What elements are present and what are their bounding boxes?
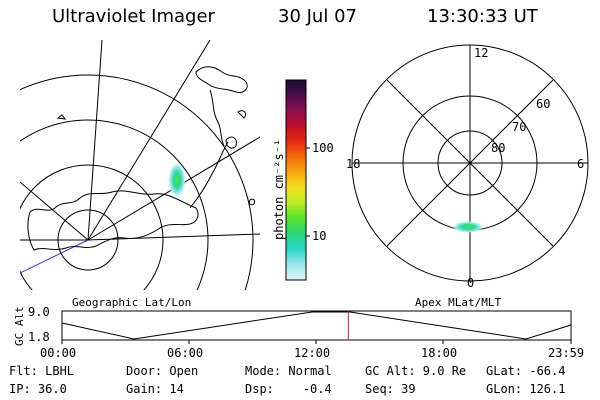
timeline-xtick-0600: 06:00: [167, 346, 204, 360]
timeline-xtick-2359: 23:59: [548, 346, 585, 360]
info-filter: Flt: LBHL: [9, 364, 75, 378]
info-gain: Gain: 14: [126, 382, 184, 396]
info-ip: IP: 36.0: [9, 382, 67, 396]
mlt-label-0: 0: [467, 276, 475, 290]
mlt-label-18: 18: [346, 157, 361, 171]
timeline-plot: [61, 310, 572, 344]
date-label: 30 Jul 07: [278, 6, 357, 27]
mlt-label-6: 6: [577, 157, 585, 171]
mlat-label-60: 60: [536, 97, 551, 111]
info-door: Door: Open: [126, 364, 199, 378]
apex-caption: Apex MLat/MLT: [415, 296, 502, 309]
instrument-title: Ultraviolet Imager: [52, 6, 215, 27]
time-label: 13:30:33 UT: [427, 6, 538, 27]
aurora-blob-mlt: [452, 221, 484, 233]
mlt-label-12: 12: [474, 46, 489, 60]
geographic-map: [20, 40, 260, 290]
mlat-label-80: 80: [491, 141, 506, 155]
timeline-ytick-9: 9.0: [28, 305, 50, 319]
mlt-polar-map: [351, 44, 589, 282]
colorbar-tick-100: 100: [312, 141, 334, 155]
aurora-blob-geographic: [168, 162, 186, 198]
info-glat: GLat: -66.4: [486, 364, 566, 378]
info-mode: Mode: Normal: [245, 364, 332, 378]
timeline-ytick-1-8: 1.8: [28, 330, 50, 344]
timeline-xtick-0000: 00:00: [40, 346, 77, 360]
info-gc-alt: GC Alt: 9.0 Re: [365, 364, 467, 378]
timeline-xtick-1200: 12:00: [294, 346, 331, 360]
geographic-caption: Geographic Lat/Lon: [72, 296, 192, 309]
info-dsp: Dsp: -0.4: [245, 382, 332, 396]
info-glon: GLon: 126.1: [486, 382, 566, 396]
mlat-label-70: 70: [512, 120, 527, 134]
info-seq: Seq: 39: [365, 382, 416, 396]
timeline-xtick-1800: 18:00: [421, 346, 458, 360]
colorbar: [285, 79, 310, 281]
timeline-ylabel: GC Alt: [13, 306, 26, 346]
colorbar-tick-10: 10: [312, 229, 327, 243]
colorbar-unit-label: photon cm⁻²s⁻¹: [272, 138, 286, 240]
